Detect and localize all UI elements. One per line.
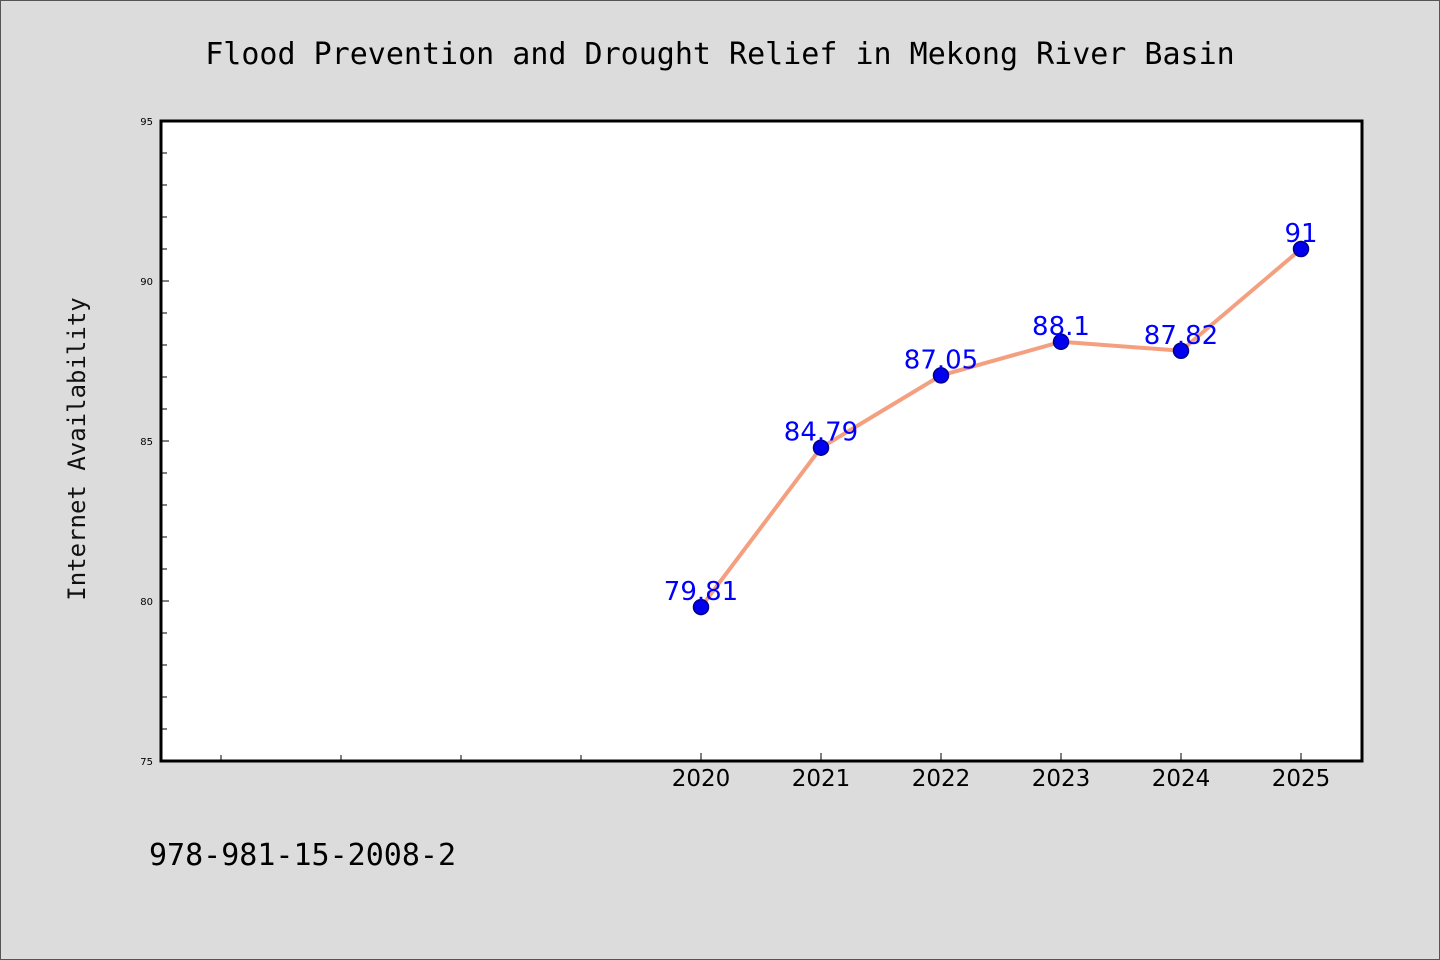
x-axis-ticks: 2020 2021 2022 2023 2024 2025: [672, 753, 1331, 792]
plot-frame: [159, 119, 1364, 763]
data-point: [692, 598, 710, 616]
y-tick-label: 85: [140, 437, 153, 448]
data-label: 87.82: [1144, 321, 1218, 351]
plot-area: [161, 121, 1362, 761]
data-point: [932, 367, 950, 384]
data-markers: [692, 240, 1310, 616]
data-label: 91: [1284, 219, 1317, 249]
y-tick-label: 95: [140, 117, 153, 128]
isbn-text: 978-981-15-2008-2: [149, 838, 456, 873]
y-tick-label: 90: [140, 277, 153, 288]
y-axis-label: Internet Availability: [63, 297, 91, 600]
x-tick-label: 2023: [1032, 766, 1091, 792]
data-label: 88.1: [1032, 312, 1090, 342]
data-label: 79.81: [664, 577, 738, 607]
data-label: 87.05: [904, 345, 978, 375]
x-tick-label: 2025: [1272, 766, 1331, 792]
data-labels: 79.81 84.79 87.05 88.1 87.82 91: [664, 219, 1318, 607]
data-point: [1292, 240, 1310, 258]
x-tick-label: 2024: [1152, 766, 1211, 792]
x-tick-label: 2020: [672, 766, 731, 792]
data-label: 84.79: [784, 418, 858, 448]
data-point: [1172, 342, 1190, 360]
chart-title: Flood Prevention and Drought Relief in M…: [205, 37, 1235, 72]
y-tick-label: 80: [140, 597, 153, 608]
x-tick-label: 2022: [912, 766, 971, 792]
data-point: [1052, 333, 1070, 351]
x-tick-label: 2021: [792, 766, 851, 792]
data-point: [812, 439, 830, 456]
series-line: [699, 247, 1303, 609]
y-tick-label: 75: [140, 757, 153, 768]
